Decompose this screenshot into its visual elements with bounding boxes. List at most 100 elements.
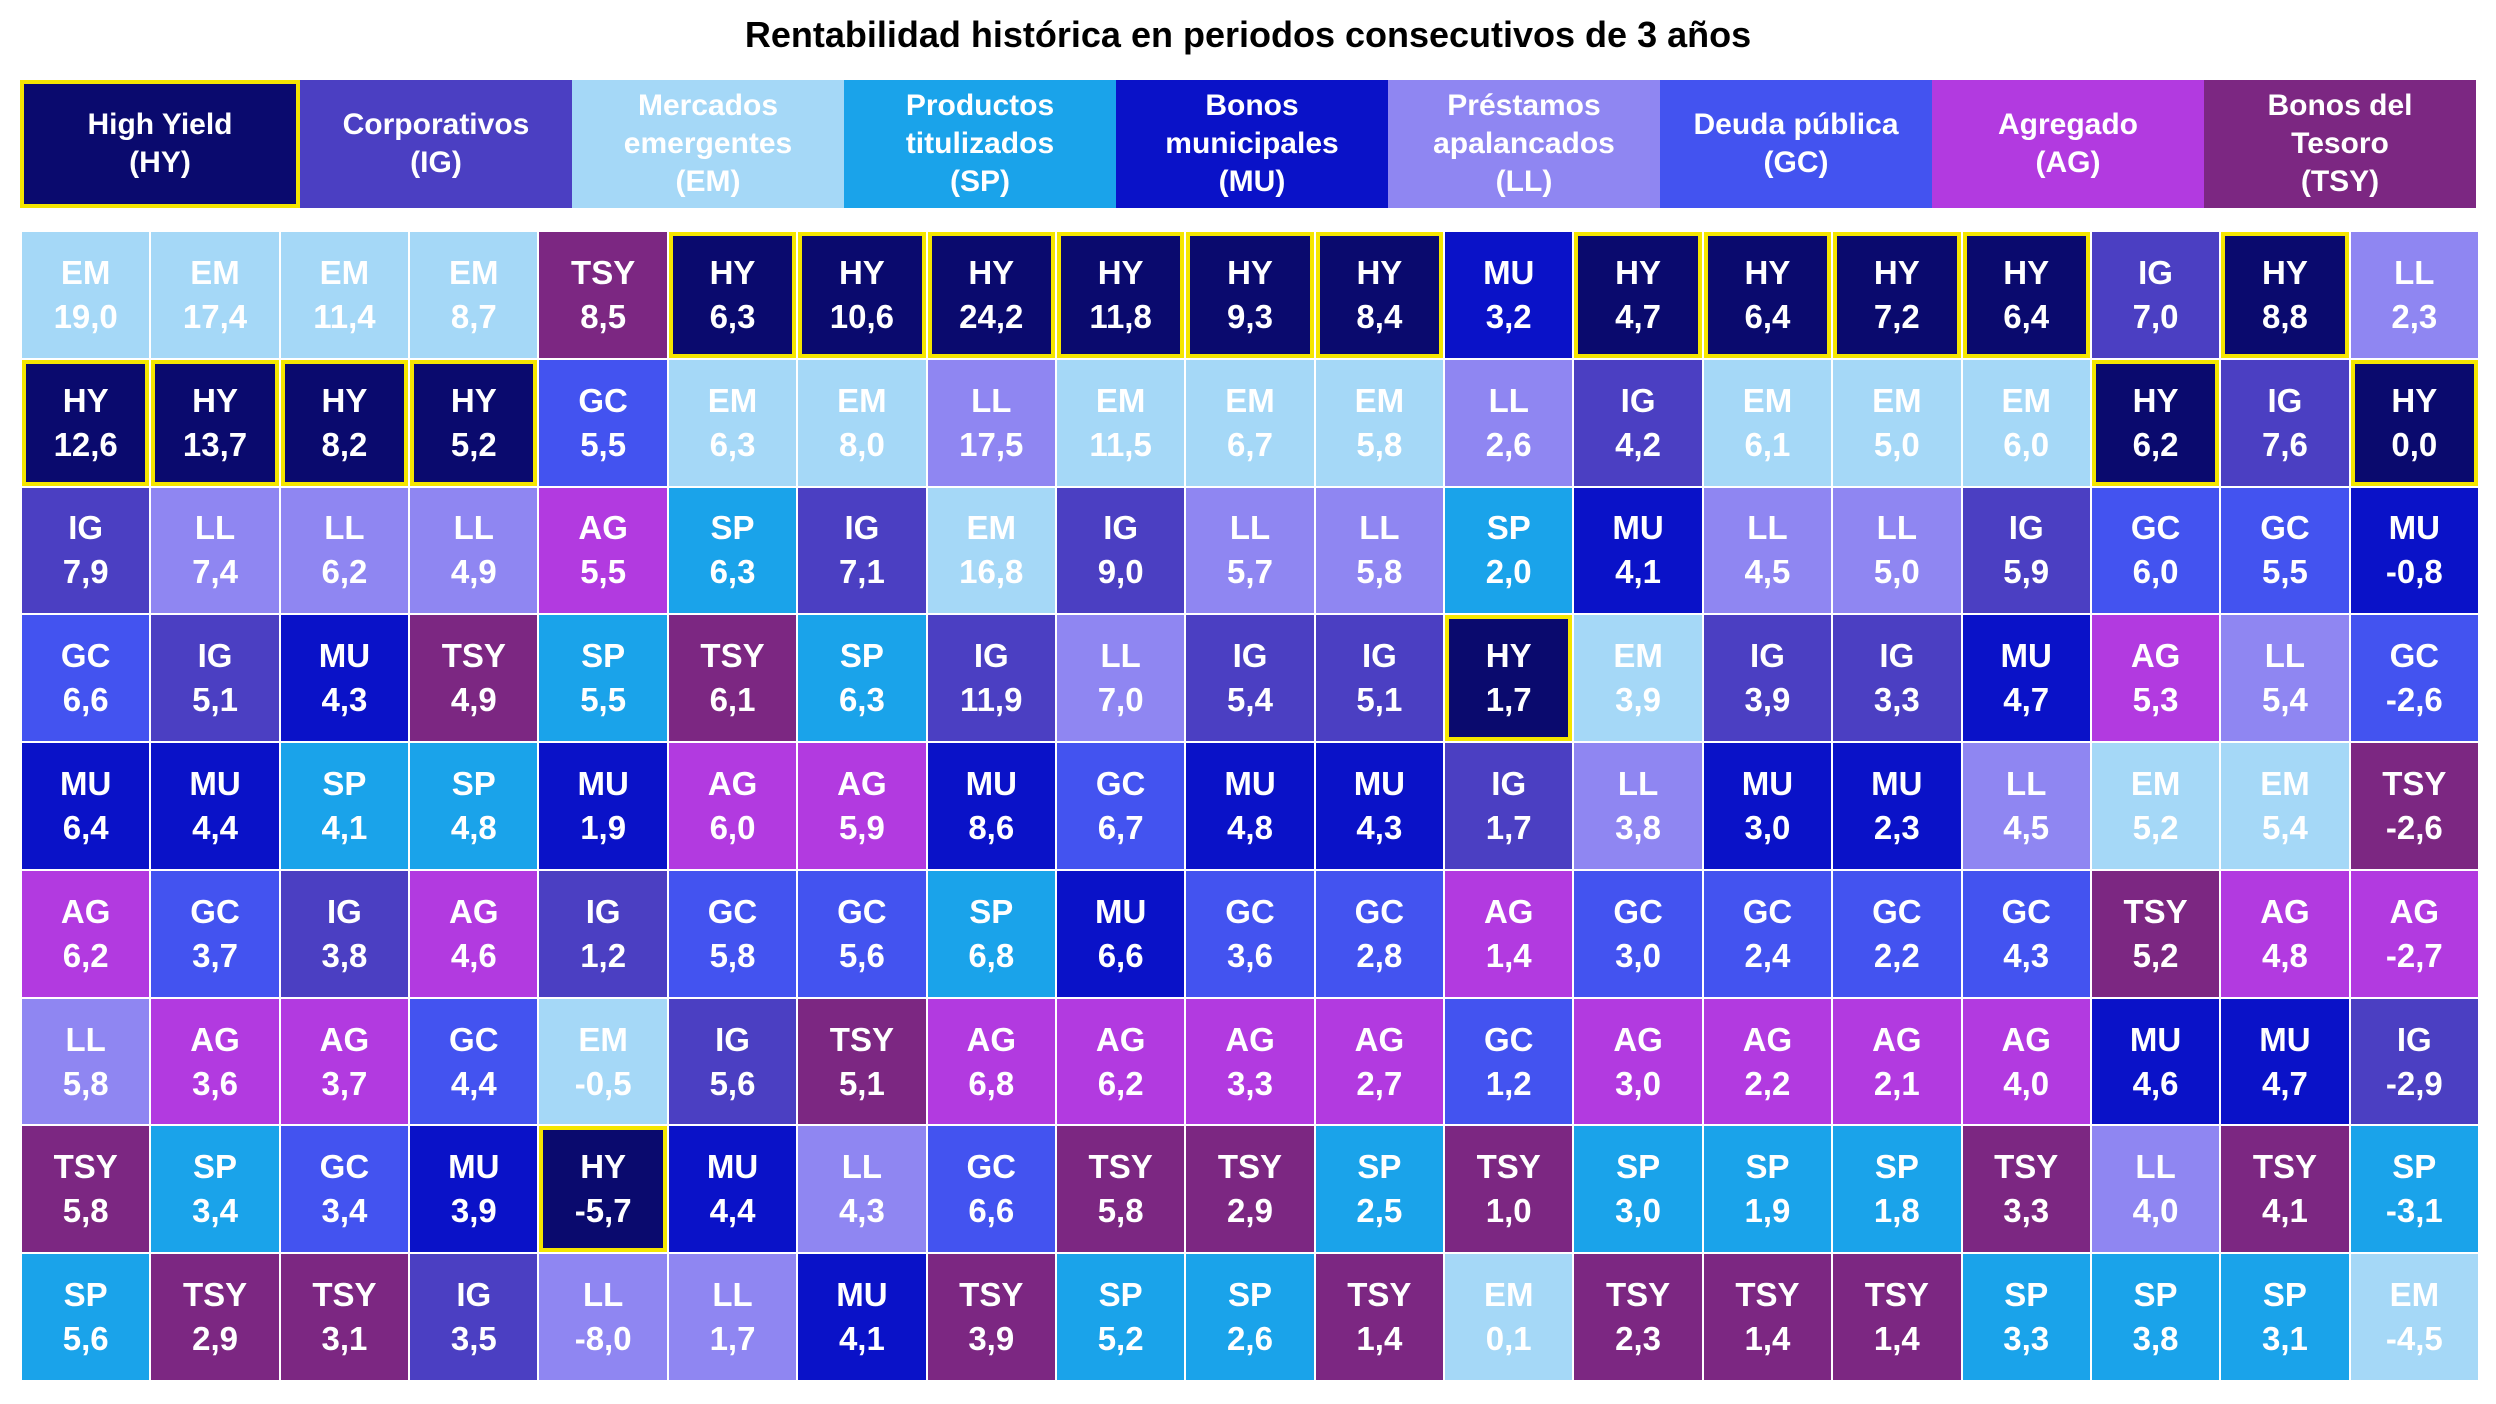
cell-code: MU: [577, 764, 629, 802]
cell-code: GC: [2260, 509, 2310, 547]
cell-code: EM: [1225, 381, 1275, 419]
cell-code: LL: [1359, 509, 1400, 547]
cell-code: SP: [969, 892, 1014, 930]
cell-value: 5,8: [1356, 425, 1403, 463]
cell-code: LL: [2394, 253, 2435, 291]
table-cell-em: EM 17,4: [151, 232, 279, 358]
cell-code: EM: [1483, 1276, 1534, 1314]
cell-code: AG: [1354, 1020, 1405, 1058]
cell-value: -8,0: [574, 1320, 632, 1358]
table-cell-sp: SP 1,9: [1703, 1126, 1832, 1253]
cell-value: 7,1: [838, 553, 885, 591]
cell-value: 3,5: [450, 1320, 497, 1358]
cell-code: TSY: [1606, 1276, 1671, 1314]
table-cell-ig: IG 1,2: [539, 870, 667, 997]
table-cell-em: EM 16,8: [927, 487, 1055, 614]
cell-code: HY: [1873, 253, 1920, 291]
cell-code: IG: [197, 637, 233, 675]
cell-value: 4,1: [2262, 1192, 2308, 1230]
table-cell-ll: LL 4,3: [798, 1126, 926, 1253]
cell-code: HY: [968, 253, 1015, 291]
cell-value: 3,9: [1615, 681, 1662, 719]
table-cell-ll: LL 6,2: [280, 487, 409, 614]
cell-code: IG: [2396, 1020, 2432, 1058]
cell-code: HY: [2391, 381, 2438, 419]
cell-code: LL: [582, 1276, 624, 1314]
table-cell-tsy: TSY 3,3: [1962, 1126, 2090, 1253]
cell-value: 6,0: [2132, 553, 2179, 591]
table-cell-ag: AG 4,0: [1962, 998, 2090, 1125]
cell-code: TSY: [1864, 1276, 1929, 1314]
cell-value: 6,4: [2003, 297, 2050, 335]
table-cell-sp: SP 6,3: [668, 487, 797, 614]
cell-code: LL: [2006, 764, 2047, 802]
cell-value: 1,7: [1485, 681, 1532, 719]
cell-value: 1,4: [1485, 936, 1532, 974]
cell-code: IG: [2138, 253, 2173, 291]
cell-value: 5,8: [1356, 553, 1403, 591]
cell-code: LL: [324, 509, 365, 547]
cell-code: AG: [2130, 637, 2181, 675]
table-cell-ag: AG 5,5: [539, 487, 667, 614]
cell-code: AG: [190, 1020, 240, 1058]
table-cell-mu: MU 3,2: [1445, 232, 1573, 358]
cell-code: LL: [2264, 637, 2306, 675]
table-cell-ll: LL -8,0: [539, 1254, 667, 1380]
table-cell-hy: HY 0,0: [2350, 359, 2478, 486]
cell-code: AG: [837, 764, 887, 802]
table-cell-ig: IG 3,3: [1833, 615, 1961, 742]
cell-code: LL: [712, 1276, 753, 1314]
cell-code: HY: [1227, 253, 1273, 291]
cell-value: 6,7: [1227, 425, 1273, 463]
table-cell-gc: GC 6,6: [22, 615, 150, 742]
cell-value: 3,9: [1744, 681, 1791, 719]
cell-value: 4,8: [1227, 808, 1273, 846]
table-cell-sp: SP 4,8: [410, 743, 538, 869]
table-cell-ig: IG 1,7: [1445, 743, 1573, 869]
cell-value: 3,8: [321, 936, 368, 974]
cell-code: GC: [2001, 892, 2051, 930]
cell-code: HY: [1356, 253, 1403, 291]
cell-value: 6,3: [709, 553, 756, 591]
cell-code: EM: [578, 1020, 628, 1058]
cell-code: HY: [1744, 253, 1791, 291]
cell-code: MU: [318, 637, 371, 675]
cell-value: 1,2: [1485, 1064, 1532, 1102]
table-cell-hy: HY 4,7: [1574, 232, 1702, 358]
cell-value: 5,9: [2003, 553, 2050, 591]
cell-code: EM: [837, 381, 887, 419]
cell-code: LL: [65, 1020, 106, 1058]
legend-item-tsy: Bonos del Tesoro (TSY): [2204, 80, 2476, 208]
table-cell-em: EM -4,5: [2350, 1254, 2478, 1380]
cell-code: TSY: [571, 253, 636, 291]
cell-code: TSY: [182, 1276, 248, 1314]
table-cell-hy: HY 7,2: [1833, 232, 1961, 358]
cell-code: TSY: [53, 1148, 118, 1186]
table-cell-em: EM 6,7: [1186, 359, 1314, 486]
cell-code: MU: [836, 1276, 888, 1314]
cell-code: IG: [715, 1020, 750, 1058]
table-cell-ig: IG 9,0: [1056, 487, 1185, 614]
cell-code: TSY: [2382, 764, 2447, 802]
cell-code: AG: [1613, 1020, 1663, 1058]
cell-code: AG: [319, 1020, 370, 1058]
cell-value: 3,3: [2003, 1320, 2050, 1358]
cell-value: 6,3: [709, 425, 756, 463]
cell-code: AG: [60, 892, 111, 930]
cell-value: 4,7: [2003, 681, 2050, 719]
cell-value: 13,7: [182, 425, 248, 463]
cell-value: 3,7: [321, 1064, 368, 1102]
cell-code: LL: [2135, 1148, 2176, 1186]
table-cell-tsy: TSY 3,9: [927, 1254, 1055, 1380]
cell-value: 5,7: [1227, 553, 1273, 591]
table-cell-ig: IG 5,6: [668, 998, 797, 1125]
cell-value: -4,5: [2385, 1320, 2443, 1358]
cell-code: TSY: [1735, 1276, 1800, 1314]
cell-code: MU: [1094, 892, 1147, 930]
table-cell-ig: IG 7,1: [798, 487, 926, 614]
cell-value: 6,1: [709, 681, 756, 719]
cell-value: 1,4: [1744, 1320, 1791, 1358]
cell-code: HY: [321, 381, 368, 419]
cell-value: 8,8: [2262, 297, 2308, 335]
cell-value: 1,7: [709, 1320, 756, 1358]
